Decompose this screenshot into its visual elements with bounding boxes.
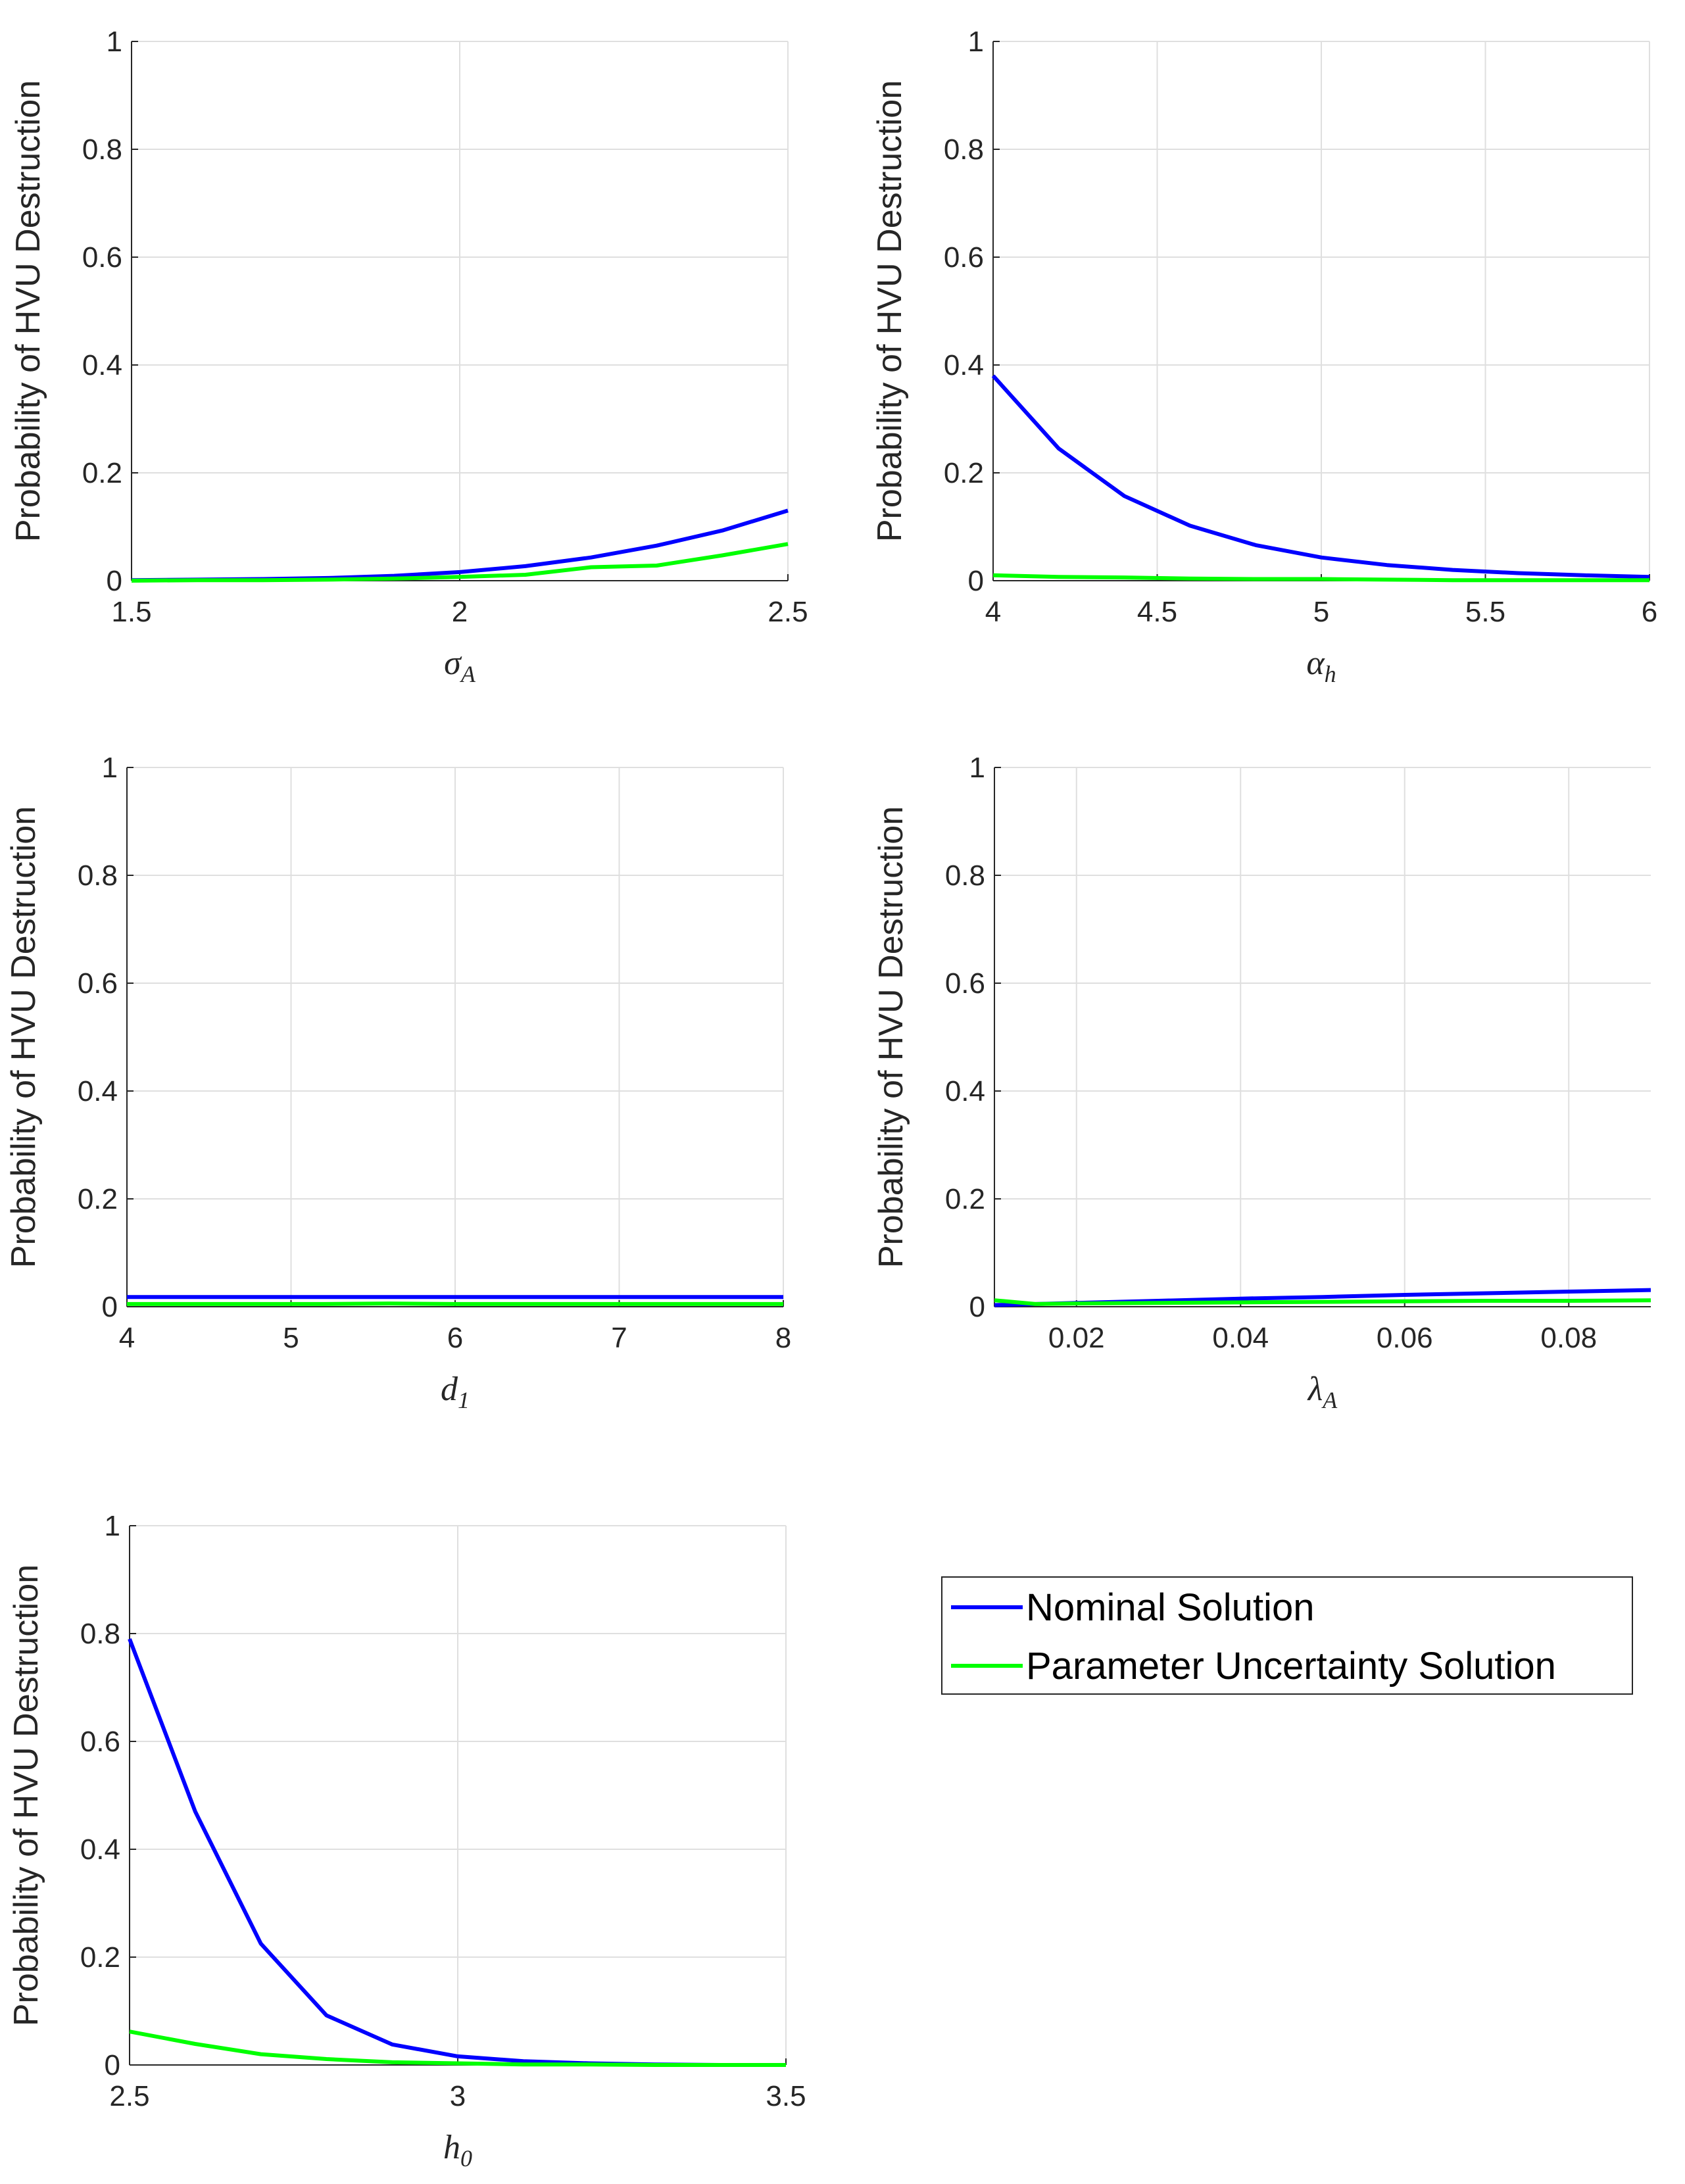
chart-alpha-h-ytick-label-3: 0.6 <box>944 241 984 274</box>
chart-d1-ytick-label-5: 1 <box>102 752 118 784</box>
chart-sigma-a-xtick-label-0: 1.5 <box>111 596 151 628</box>
chart-sigma-a-ytick-label-0: 0 <box>107 565 122 597</box>
chart-lambda-a-ytick-label-0: 0 <box>969 1291 985 1323</box>
chart-alpha-h-series-uncertainty-line <box>992 573 1649 583</box>
chart-h0-xtick-label-2: 3.5 <box>766 2080 806 2112</box>
chart-sigma-a-ylabel: Probability of HVU Destruction <box>9 80 47 542</box>
chart-alpha-h-series-nominal-line <box>991 374 1650 579</box>
chart-d1-xtick-label-2: 6 <box>447 1322 463 1354</box>
chart-alpha-h-ytick-label-0: 0 <box>968 565 984 597</box>
chart-sigma-a-ytick-label-1: 0.2 <box>82 457 122 489</box>
chart-sigma-a-ytick-label-4: 0.8 <box>82 133 122 166</box>
chart-d1-series-uncertainty-line <box>127 1301 783 1306</box>
chart-sigma-a-xlabel: σA <box>444 644 476 687</box>
chart-lambda-a-ytick-label-5: 1 <box>969 752 985 784</box>
chart-d1-xtick-label-3: 7 <box>611 1322 627 1354</box>
chart-alpha-h-ytick-label-4: 0.8 <box>944 133 984 166</box>
chart-h0-ytick-label-3: 0.6 <box>80 1726 120 1758</box>
chart-h0-ytick-label-1: 0.2 <box>80 1941 120 1974</box>
chart-alpha-h: 0 0.2 0.4 0.6 0.8 1 4 4.5 5 5.5 6 Probability of HV… <box>871 26 1657 687</box>
chart-lambda-a-xtick-label-2: 0.06 <box>1377 1322 1433 1354</box>
chart-alpha-h-xtick-label-4: 6 <box>1642 596 1657 628</box>
chart-d1-xtick-label-0: 4 <box>119 1322 135 1354</box>
chart-sigma-a-xtick-label-2: 2.5 <box>768 596 808 628</box>
chart-sigma-a-ytick-label-3: 0.6 <box>82 241 122 274</box>
chart-lambda-a-ytick-label-3: 0.6 <box>945 967 985 1000</box>
chart-alpha-h-xlabel: αh <box>1306 644 1336 687</box>
chart-alpha-h-xtick-label-1: 4.5 <box>1137 596 1177 628</box>
chart-d1-xtick-label-4: 8 <box>775 1322 791 1354</box>
chart-sigma-a-ytick-label-2: 0.4 <box>82 349 122 381</box>
chart-lambda-a-xtick-label-1: 0.04 <box>1212 1322 1269 1354</box>
chart-h0-ytick-label-4: 0.8 <box>80 1618 120 1650</box>
chart-alpha-h-xtick-label-0: 4 <box>985 596 1001 628</box>
chart-d1-ytick-label-1: 0.2 <box>78 1183 118 1215</box>
chart-sigma-a-series-uncertainty-line <box>131 542 789 583</box>
chart-h0-ytick-label-2: 0.4 <box>80 1833 120 1866</box>
chart-alpha-h-ytick-label-1: 0.2 <box>944 457 984 489</box>
chart-alpha-h-ytick-label-2: 0.4 <box>944 349 984 381</box>
chart-lambda-a-plot-area <box>994 767 1651 1307</box>
chart-d1-ytick-label-3: 0.6 <box>78 967 118 1000</box>
chart-d1-xlabel: d1 <box>441 1371 470 1413</box>
chart-lambda-a: 0 0.2 0.4 0.6 0.8 1 0.02 0.04 0.06 0.08 Probabilit… <box>872 752 1651 1413</box>
chart-lambda-a-ytick-label-2: 0.4 <box>945 1075 985 1107</box>
legend-label-nominal: Nominal Solution <box>1026 1586 1314 1629</box>
chart-sigma-a: 0 0.2 0.4 0.6 0.8 1 1.5 2 2.5 Probability of HVU … <box>9 26 808 687</box>
chart-alpha-h-xtick-label-2: 5 <box>1313 596 1329 628</box>
chart-lambda-a-ylabel: Probability of HVU Destruction <box>872 806 910 1268</box>
chart-d1-ytick-label-2: 0.4 <box>78 1075 118 1107</box>
chart-d1: 0 0.2 0.4 0.6 0.8 1 4 5 6 7 8 Probability of HVU De… <box>5 752 791 1413</box>
chart-alpha-h-ytick-label-5: 1 <box>968 26 984 58</box>
chart-d1-xtick-label-1: 5 <box>283 1322 299 1354</box>
chart-d1-ytick-label-0: 0 <box>102 1291 118 1323</box>
chart-sigma-a-ytick-label-5: 1 <box>107 26 122 58</box>
chart-alpha-h-ylabel: Probability of HVU Destruction <box>871 80 909 542</box>
legend: Nominal Solution Parameter Uncertainty S… <box>941 1576 1633 1695</box>
legend-box <box>941 1576 1633 1695</box>
chart-lambda-a-ytick-label-4: 0.8 <box>945 860 985 892</box>
chart-lambda-a-xtick-label-3: 0.08 <box>1540 1322 1597 1354</box>
chart-h0-xlabel: h0 <box>443 2129 472 2172</box>
legend-label-uncertainty: Parameter Uncertainty Solution <box>1026 1645 1556 1687</box>
chart-h0-xtick-label-1: 3 <box>450 2080 466 2112</box>
chart-d1-ytick-label-4: 0.8 <box>78 860 118 892</box>
chart-lambda-a-ytick-label-1: 0.2 <box>945 1183 985 1215</box>
chart-h0-ytick-label-5: 1 <box>105 1510 120 1542</box>
chart-h0-ytick-label-0: 0 <box>105 2049 120 2081</box>
chart-d1-ylabel: Probability of HVU Destruction <box>5 806 43 1268</box>
chart-alpha-h-xtick-label-3: 5.5 <box>1465 596 1505 628</box>
chart-h0-xtick-label-0: 2.5 <box>109 2080 149 2112</box>
chart-h0-ylabel: Probability of HVU Destruction <box>7 1565 45 2026</box>
chart-lambda-a-series-uncertainty-line <box>994 1298 1651 1306</box>
chart-lambda-a-xtick-label-0: 0.02 <box>1048 1322 1105 1354</box>
chart-h0: 0 0.2 0.4 0.6 0.8 1 2.5 3 3.5 Probability of HVU … <box>7 1510 806 2172</box>
chart-lambda-a-xlabel: λA <box>1307 1371 1338 1413</box>
chart-sigma-a-xtick-label-1: 2 <box>452 596 468 628</box>
chart-h0-series-uncertainty-line <box>129 2029 786 2067</box>
